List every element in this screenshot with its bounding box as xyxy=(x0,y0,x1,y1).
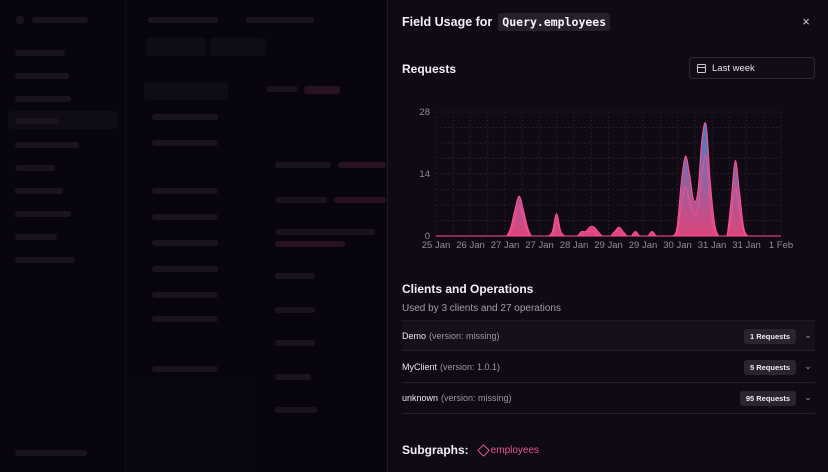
background-text xyxy=(15,257,75,263)
client-name: Demo xyxy=(402,330,427,341)
x-tick-label: 30 Jan xyxy=(663,240,692,251)
background-logo xyxy=(16,16,24,24)
y-tick-label: 14 xyxy=(419,169,430,180)
background-text xyxy=(152,214,218,220)
y-tick-label: 28 xyxy=(419,107,430,118)
background-button xyxy=(146,38,206,56)
client-row-myclient[interactable]: MyClient (version: 1.0.1) 5 Requests ⌄ xyxy=(402,352,815,383)
client-name: unknown xyxy=(402,393,439,403)
x-tick-label: 29 Jan xyxy=(629,240,658,251)
background-text xyxy=(275,340,315,346)
x-tick-label: 25 Jan xyxy=(422,240,451,251)
client-version: (version: 1.0.1) xyxy=(440,362,501,372)
background-text xyxy=(275,307,315,313)
background-text xyxy=(15,73,69,79)
background-text xyxy=(152,240,218,246)
background-text xyxy=(15,234,57,240)
field-usage-panel: Field Usage for Query.employees × Reques… xyxy=(387,0,828,472)
background-text xyxy=(15,142,79,148)
background-text xyxy=(152,140,218,146)
panel-title-prefix: Field Usage for xyxy=(402,15,493,29)
background-text xyxy=(275,241,345,247)
client-name: MyClient xyxy=(402,362,438,372)
background-text xyxy=(15,165,55,171)
background-text xyxy=(334,197,386,203)
chevron-down-icon[interactable]: ⌄ xyxy=(804,392,812,402)
x-tick-label: 31 Jan xyxy=(698,240,727,251)
background-text xyxy=(275,229,375,235)
x-tick-label: 26 Jan xyxy=(456,240,485,251)
background-sidebar xyxy=(0,0,126,472)
series-area xyxy=(436,122,781,236)
close-button[interactable]: × xyxy=(802,14,810,29)
background-field xyxy=(144,82,228,100)
calendar-icon xyxy=(697,63,706,73)
x-tick-label: 31 Jan xyxy=(732,240,761,251)
client-row-demo[interactable]: Demo (version: missing) 1 Requests ⌄ xyxy=(402,320,815,351)
panel-title: Field Usage for Query.employees xyxy=(402,13,611,31)
modal-overlay[interactable] xyxy=(0,0,387,472)
series-line xyxy=(436,122,781,237)
background-text xyxy=(152,366,218,372)
background-text xyxy=(15,188,63,194)
background-text xyxy=(15,96,71,102)
client-version: (version: missing) xyxy=(441,393,512,403)
background-breadcrumb xyxy=(148,17,218,23)
background-text xyxy=(152,188,218,194)
requests-heading: Requests xyxy=(402,62,457,76)
background-badge xyxy=(304,86,340,94)
x-tick-label: 27 Jan xyxy=(491,240,520,251)
background-text xyxy=(338,162,386,168)
x-tick-label: 1 Feb xyxy=(769,240,793,251)
background-selected-item xyxy=(8,111,118,129)
x-tick-label: 29 Jan xyxy=(594,240,623,251)
background-text xyxy=(266,86,298,92)
client-version: (version: missing) xyxy=(429,330,500,341)
background-text xyxy=(15,211,71,217)
date-range-label: Last week xyxy=(712,62,755,74)
subgraphs-section: Subgraphs: employees xyxy=(402,443,539,457)
background-button xyxy=(210,38,266,56)
background-text xyxy=(275,162,331,168)
chevron-down-icon[interactable]: ⌄ xyxy=(804,330,812,340)
subgraph-icon xyxy=(476,443,490,457)
background-text xyxy=(152,114,218,120)
background-page xyxy=(0,0,387,472)
requests-badge: 1 Requests xyxy=(743,329,796,344)
background-text xyxy=(275,407,317,413)
subgraph-link-employees[interactable]: employees xyxy=(476,443,540,457)
background-text xyxy=(152,292,218,298)
background-text xyxy=(152,316,218,322)
chevron-down-icon[interactable]: ⌄ xyxy=(804,361,812,371)
date-range-button[interactable]: Last week xyxy=(689,57,815,79)
client-row-unknown[interactable]: unknown (version: missing) 95 Requests ⌄ xyxy=(402,383,815,414)
y-tick-label: 0 xyxy=(425,231,430,242)
background-text xyxy=(32,17,88,23)
background-text xyxy=(15,450,87,456)
x-tick-label: 27 Jan xyxy=(525,240,554,251)
background-text xyxy=(275,273,315,279)
x-tick-label: 28 Jan xyxy=(560,240,589,251)
background-text xyxy=(152,266,218,272)
requests-chart: 28 14 025 Jan 26 Jan 27 Jan 27 Jan 28 Jan 29 Ja… xyxy=(419,107,793,251)
background-text xyxy=(275,374,311,380)
background-text xyxy=(275,197,327,203)
subgraph-name: employees xyxy=(490,444,540,456)
requests-badge: 5 Requests xyxy=(743,360,796,375)
requests-badge: 95 Requests xyxy=(739,391,796,406)
clients-summary: Used by 3 clients and 27 operations xyxy=(402,303,561,314)
background-text xyxy=(15,118,59,124)
background-breadcrumb xyxy=(246,17,314,23)
subgraphs-label: Subgraphs: xyxy=(402,443,469,457)
background-text xyxy=(15,50,65,56)
field-name-chip: Query.employees xyxy=(498,13,611,31)
clients-heading: Clients and Operations xyxy=(402,282,534,296)
